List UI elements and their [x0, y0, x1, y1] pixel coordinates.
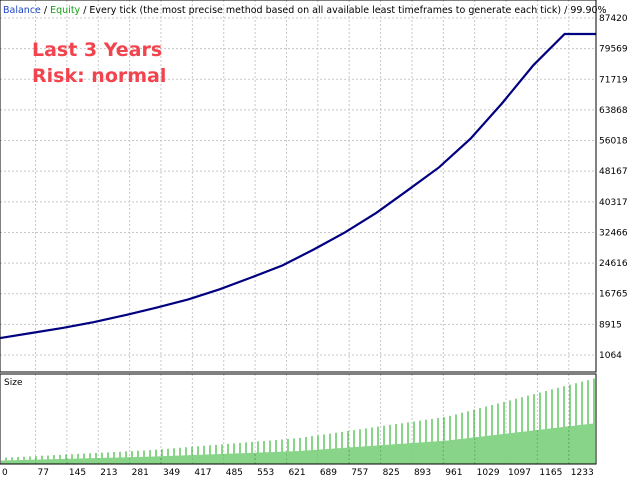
- x-tick-label: 77: [38, 468, 49, 478]
- x-tick-label: 485: [226, 468, 243, 478]
- x-tick-label: 281: [132, 468, 149, 478]
- overlay-period: Last 3 Years: [32, 39, 162, 61]
- y-tick-label: 79569: [599, 45, 628, 55]
- x-tick-label: 1165: [539, 468, 562, 478]
- y-tick-label: 63868: [599, 106, 628, 116]
- y-tick-label: 87420: [599, 14, 628, 24]
- x-tick-label: 1233: [571, 468, 594, 478]
- x-tick-label: 893: [414, 468, 431, 478]
- legend-test-info: / Every tick (the most precise method ba…: [80, 5, 606, 16]
- y-tick-label: 8915: [599, 320, 622, 330]
- x-tick-label: 349: [163, 468, 180, 478]
- main-panel-frame: [0, 0, 597, 373]
- equity-line: [0, 32, 596, 340]
- x-tick-label: 961: [445, 468, 462, 478]
- x-tick-label: 213: [100, 468, 117, 478]
- main-grid: [0, 0, 596, 372]
- legend-separator: /: [41, 5, 50, 16]
- overlay-risk: Risk: normal: [32, 65, 166, 87]
- y-tick-label: 32466: [599, 228, 628, 238]
- y-axis-ticks: 87420 79569 71719 63868 56018 48167 40317 32466…: [599, 14, 628, 361]
- y-tick-label: 71719: [599, 75, 628, 85]
- y-tick-label: 56018: [599, 137, 628, 147]
- y-tick-label: 48167: [599, 167, 628, 177]
- x-tick-label: 621: [288, 468, 305, 478]
- x-tick-label: 0: [2, 468, 8, 478]
- x-axis-ticks: 0 77 145 213 281 349 417 485 553 621 689 757 825 893 9…: [2, 468, 594, 478]
- y-tick-label: 24616: [599, 259, 628, 269]
- x-tick-label: 417: [194, 468, 211, 478]
- x-tick-label: 1097: [508, 468, 531, 478]
- y-tick-label: 1064: [599, 351, 622, 361]
- legend-balance: Balance: [3, 5, 41, 16]
- x-tick-label: 1029: [477, 468, 500, 478]
- chart-legend: Balance / Equity / Every tick (the most …: [3, 5, 607, 16]
- x-tick-label: 825: [383, 468, 400, 478]
- size-bars: [1, 378, 595, 464]
- y-tick-label: 40317: [599, 198, 628, 208]
- size-grid: [0, 374, 570, 464]
- y-tick-label: 16765: [599, 290, 628, 300]
- x-tick-label: 145: [69, 468, 86, 478]
- x-tick-label: 757: [351, 468, 368, 478]
- x-tick-label: 553: [257, 468, 274, 478]
- size-panel-frame: [0, 373, 597, 465]
- x-tick-label: 689: [320, 468, 337, 478]
- legend-equity: Equity: [50, 5, 80, 16]
- size-panel-label: Size: [4, 378, 23, 388]
